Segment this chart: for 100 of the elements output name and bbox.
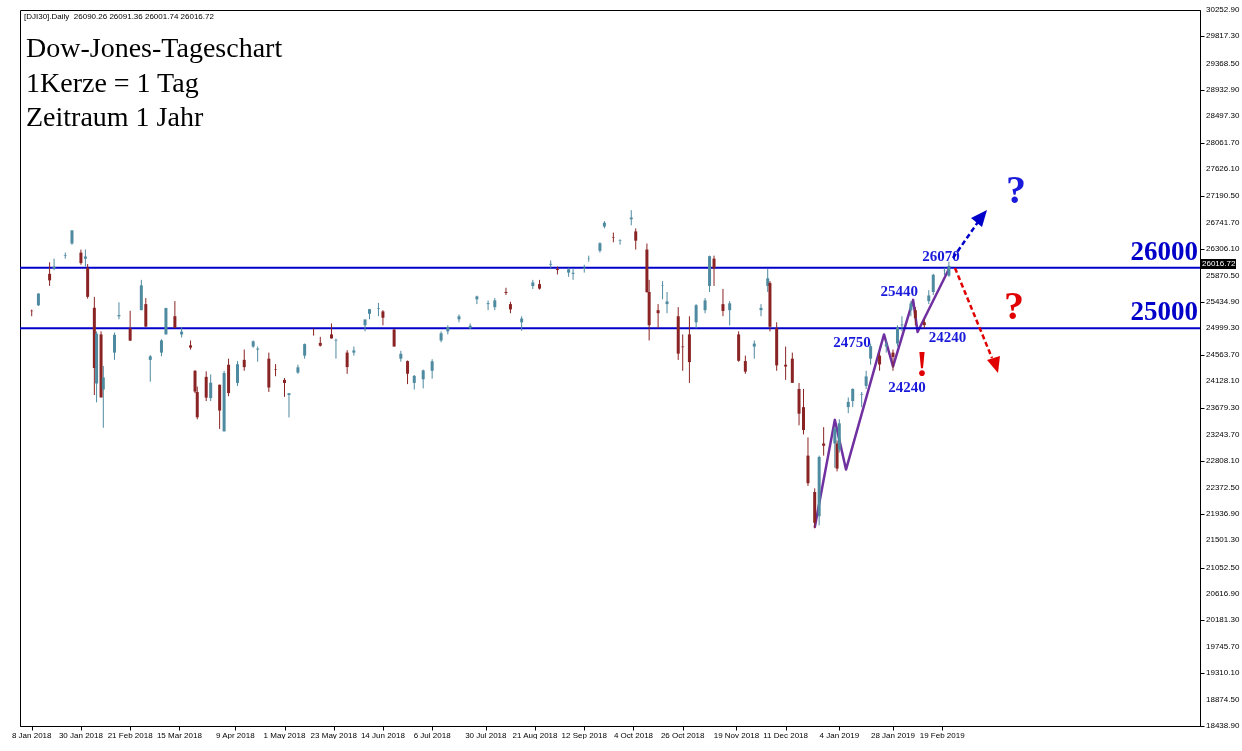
x-tick-label: 11 Dec 2018 (763, 731, 809, 740)
y-tick-label: 21501.30 (1206, 535, 1240, 545)
x-tick-label: 6 Jul 2018 (413, 731, 452, 740)
candlestick (457, 313, 461, 323)
annotation: 24750 (833, 334, 871, 351)
candlestick (743, 355, 747, 375)
candlestick (833, 426, 837, 469)
annotation: 24240 (928, 328, 967, 345)
y-tick-label: 19745.70 (1206, 641, 1240, 651)
y-tick-label: 23679.30 (1206, 403, 1240, 413)
candlestick (287, 392, 291, 418)
y-tick-label: 20616.90 (1206, 589, 1240, 598)
candlestick (634, 227, 638, 251)
candlestick (895, 324, 899, 348)
candlestick (860, 391, 864, 408)
y-tick-label: 30252.90 (1206, 5, 1240, 14)
y-tick-label: 28932.90 (1206, 85, 1240, 94)
x-tick-label: 19 Nov 2018 (713, 731, 760, 740)
y-tick-label: 25434.90 (1206, 297, 1240, 306)
x-tick-label: 26 Oct 2018 (660, 731, 706, 740)
x-tick-label: 1 May 2018 (263, 731, 306, 740)
annotation: ? (1004, 283, 1024, 328)
candlestick (656, 303, 660, 329)
annotation: [DJI30].Daily 26090.26 26091.36 26001.74 26016.72 (24, 12, 214, 21)
y-tick-label: 27190.50 (1206, 190, 1240, 200)
candlestick (430, 358, 434, 380)
y-tick-label: 26741.70 (1206, 217, 1240, 227)
x-tick-label: 12 Sep 2018 (561, 731, 608, 740)
candlestick (802, 388, 806, 435)
y-tick-label: 22372.50 (1206, 482, 1240, 492)
candlestick (486, 299, 490, 311)
candlestick (376, 302, 380, 317)
candlestick (694, 303, 698, 329)
x-tick-label: 30 Jan 2018 (58, 731, 104, 740)
candlestick (236, 360, 240, 387)
candlestick (728, 300, 732, 326)
text: 26016.72 (1201, 259, 1237, 269)
x-tick-label: 9 Apr 2018 (215, 731, 256, 740)
candlestick (283, 377, 286, 398)
annotation: 25440 (880, 282, 918, 299)
y-tick-label: 25870.50 (1206, 270, 1240, 280)
annotation: 24240 (888, 378, 926, 395)
y-tick-label: 18874.50 (1206, 694, 1240, 704)
candlestick (242, 349, 246, 372)
y-tick-label: 23243.70 (1206, 429, 1240, 439)
candlestick (144, 297, 148, 328)
candlestick (112, 332, 116, 361)
candlestick (209, 373, 213, 402)
candlestick (931, 273, 935, 296)
annotation: 26070 (922, 247, 960, 264)
candlestick (48, 261, 52, 287)
candlestick (665, 291, 669, 314)
x-tick-label: 21 Aug 2018 (512, 731, 559, 740)
y-tick-label: 24999.30 (1206, 323, 1240, 333)
text: Dow-Jones-Tageschart (26, 32, 283, 63)
candlestick (571, 267, 575, 281)
y-tick-label: 22808.10 (1206, 456, 1240, 466)
candlestick (913, 306, 917, 326)
annotation: ? (1006, 167, 1026, 212)
y-tick-label: 20181.30 (1206, 615, 1240, 625)
candlestick (869, 343, 873, 366)
candlestick (381, 309, 385, 326)
candlestick (721, 288, 725, 317)
y-tick-label: 29368.50 (1206, 58, 1240, 68)
candlestick (712, 255, 716, 287)
candlestick (504, 287, 508, 296)
candlestick (864, 370, 868, 390)
y-tick-label: 24563.70 (1206, 349, 1240, 359)
y-tick-label: 24128.10 (1206, 376, 1240, 386)
candlestick (204, 370, 208, 402)
candlestick (117, 301, 121, 320)
candlestick (173, 300, 177, 329)
candlestick (352, 346, 356, 357)
x-tick-label: 4 Jan 2019 (819, 731, 860, 740)
y-tick-label: 18438.90 (1206, 721, 1240, 730)
y-tick-label: 19310.10 (1206, 668, 1240, 678)
ref-line-label: 26000 (1130, 235, 1198, 266)
x-tick-label: 4 Oct 2018 (613, 731, 654, 740)
candlestick (475, 295, 479, 305)
candlestick (345, 349, 349, 375)
y-tick-label: 27626.10 (1206, 164, 1240, 174)
y-tick-label: 26306.10 (1206, 244, 1240, 254)
text: 1Kerze = 1 Tag Zeitraum 1 Jahr (26, 66, 204, 134)
candlestick (851, 387, 855, 408)
candlestick (406, 359, 410, 385)
y-tick-label: 21936.90 (1206, 509, 1240, 518)
candlestick (256, 346, 260, 363)
ref-line-label: 25000 (1130, 296, 1198, 327)
y-tick-label: 29817.30 (1206, 31, 1240, 41)
x-tick-label: 14 Jun 2018 (360, 731, 406, 740)
y-tick-label: 28497.30 (1206, 111, 1240, 121)
candlestick (128, 310, 132, 342)
x-tick-label: 15 Mar 2018 (156, 731, 203, 740)
x-tick-label: 23 May 2018 (310, 731, 358, 740)
y-tick-label: 28061.70 (1206, 137, 1240, 147)
candlestick (784, 346, 788, 381)
candlestick (148, 354, 152, 383)
x-tick-label: 19 Feb 2019 (919, 731, 966, 740)
x-tick-label: 8 Jan 2018 (11, 731, 53, 740)
x-tick-label: 28 Jan 2019 (870, 731, 916, 740)
